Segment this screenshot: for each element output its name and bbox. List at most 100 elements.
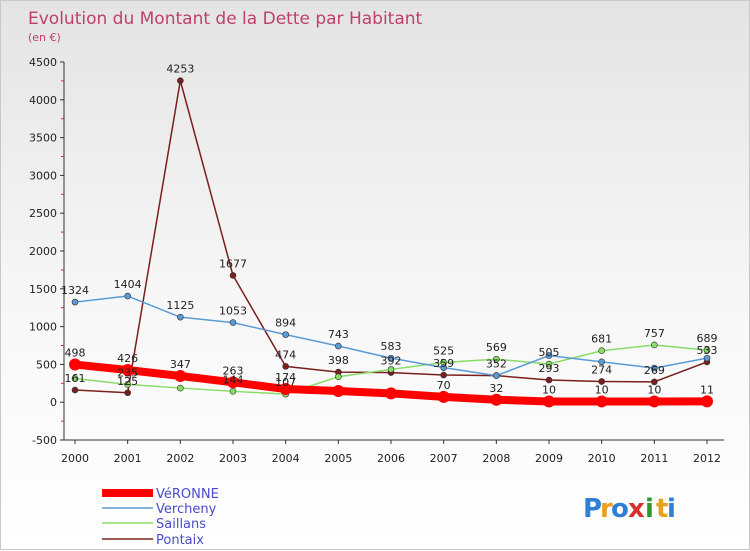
series-layer bbox=[69, 77, 713, 408]
data-label: 10 bbox=[595, 383, 609, 396]
x-tick-label: 2008 bbox=[482, 452, 510, 465]
data-label: 894 bbox=[275, 317, 296, 330]
data-label: 426 bbox=[117, 352, 138, 365]
data-label: 125 bbox=[117, 375, 138, 388]
data-point bbox=[703, 354, 711, 362]
data-label: 352 bbox=[486, 358, 507, 371]
data-point bbox=[651, 378, 658, 386]
data-label: 689 bbox=[697, 332, 718, 345]
data-point bbox=[124, 381, 131, 388]
data-point bbox=[124, 389, 131, 397]
y-tick-label: 2500 bbox=[29, 207, 57, 220]
data-label: 498 bbox=[65, 347, 86, 360]
data-point bbox=[177, 384, 184, 392]
data-label: 144 bbox=[223, 373, 244, 386]
y-tick-label: 4500 bbox=[29, 56, 57, 69]
y-tick-label: 1500 bbox=[29, 283, 57, 296]
data-label: 681 bbox=[591, 333, 612, 346]
y-tick-label: 3500 bbox=[29, 132, 57, 145]
data-label: 10 bbox=[647, 383, 661, 396]
data-label: 1404 bbox=[114, 278, 142, 291]
data-label: 32 bbox=[489, 382, 503, 395]
data-label: 474 bbox=[275, 348, 296, 361]
data-label: 11 bbox=[700, 383, 714, 396]
data-point bbox=[229, 272, 237, 279]
legend-label: Vercheny bbox=[156, 502, 217, 517]
data-labels: 498 426 347 263 174 70 32 10 10 10 11 1324 1404 1125 1… bbox=[61, 63, 718, 397]
x-tick-label: 2003 bbox=[219, 452, 247, 465]
data-label: 1053 bbox=[219, 305, 247, 318]
data-point bbox=[598, 378, 605, 385]
data-label: 269 bbox=[644, 364, 665, 377]
data-point bbox=[69, 358, 81, 371]
data-label: 1125 bbox=[166, 299, 194, 312]
data-point bbox=[545, 352, 553, 359]
y-tick-label: 500 bbox=[36, 358, 57, 371]
x-tick-label: 2012 bbox=[693, 452, 721, 465]
data-label: 263 bbox=[223, 364, 244, 377]
data-point bbox=[177, 77, 184, 84]
data-label: 1677 bbox=[219, 257, 247, 270]
data-point bbox=[385, 387, 397, 400]
data-point bbox=[279, 383, 292, 396]
y-tick-label: 0 bbox=[50, 396, 57, 409]
data-point bbox=[387, 366, 395, 373]
logo-letter: o bbox=[611, 494, 629, 524]
data-label: 1324 bbox=[61, 284, 89, 297]
data-point bbox=[701, 395, 713, 408]
y-tick-label: 3000 bbox=[29, 169, 57, 182]
data-label: 757 bbox=[644, 327, 665, 340]
data-point bbox=[490, 393, 503, 406]
data-label: 525 bbox=[433, 345, 454, 358]
logo-letter: i bbox=[667, 494, 676, 524]
legend-label: Saillans bbox=[156, 517, 206, 532]
data-point bbox=[229, 319, 237, 326]
data-point bbox=[177, 313, 184, 321]
data-point bbox=[598, 347, 605, 355]
data-label: 174 bbox=[275, 371, 296, 384]
data-label: 505 bbox=[539, 346, 560, 359]
data-point bbox=[595, 395, 608, 408]
data-label: 274 bbox=[591, 363, 612, 376]
x-tick-label: 2011 bbox=[640, 452, 668, 465]
data-point bbox=[227, 376, 239, 389]
x-tick-label: 2009 bbox=[535, 452, 563, 465]
data-point bbox=[332, 385, 345, 398]
data-point bbox=[71, 386, 79, 394]
logo-letter: t bbox=[656, 494, 668, 524]
data-label: 583 bbox=[381, 340, 402, 353]
logo-letter: P bbox=[583, 494, 602, 524]
data-label: 4253 bbox=[166, 63, 194, 76]
y-tick-label: 1000 bbox=[29, 321, 57, 334]
data-point bbox=[335, 373, 342, 381]
data-label: 533 bbox=[697, 344, 718, 357]
x-tick-label: 2001 bbox=[114, 452, 142, 465]
logo-letter: i bbox=[645, 494, 654, 524]
x-tick-label: 2000 bbox=[61, 452, 89, 465]
axes: -500 0 500 1000 1500 2000 2500 3000 3500 4000 4500… bbox=[29, 56, 724, 465]
data-point bbox=[174, 369, 187, 382]
data-point bbox=[282, 363, 289, 370]
data-point bbox=[598, 358, 605, 366]
data-label: 359 bbox=[433, 357, 454, 370]
data-label: 743 bbox=[328, 328, 349, 341]
data-point bbox=[651, 364, 658, 372]
chart-title: Evolution du Montant de la Dette par Hab… bbox=[28, 9, 423, 29]
data-label: 569 bbox=[486, 341, 507, 354]
data-label: 107 bbox=[275, 376, 296, 389]
legend-label: Pontaix bbox=[156, 533, 204, 548]
data-label: 392 bbox=[381, 355, 402, 368]
data-label: 70 bbox=[437, 379, 451, 392]
proxiti-logo: Pro x i ti bbox=[583, 494, 676, 524]
logo-letter: x bbox=[628, 494, 645, 524]
data-label: 161 bbox=[65, 372, 86, 385]
data-label: 347 bbox=[170, 358, 191, 371]
x-tick-label: 2005 bbox=[324, 452, 352, 465]
x-tick-label: 2002 bbox=[166, 452, 194, 465]
logo-letter: r bbox=[600, 494, 613, 524]
chart-subtitle: (en €) bbox=[28, 31, 61, 44]
data-point bbox=[71, 375, 79, 382]
data-point bbox=[651, 341, 658, 349]
